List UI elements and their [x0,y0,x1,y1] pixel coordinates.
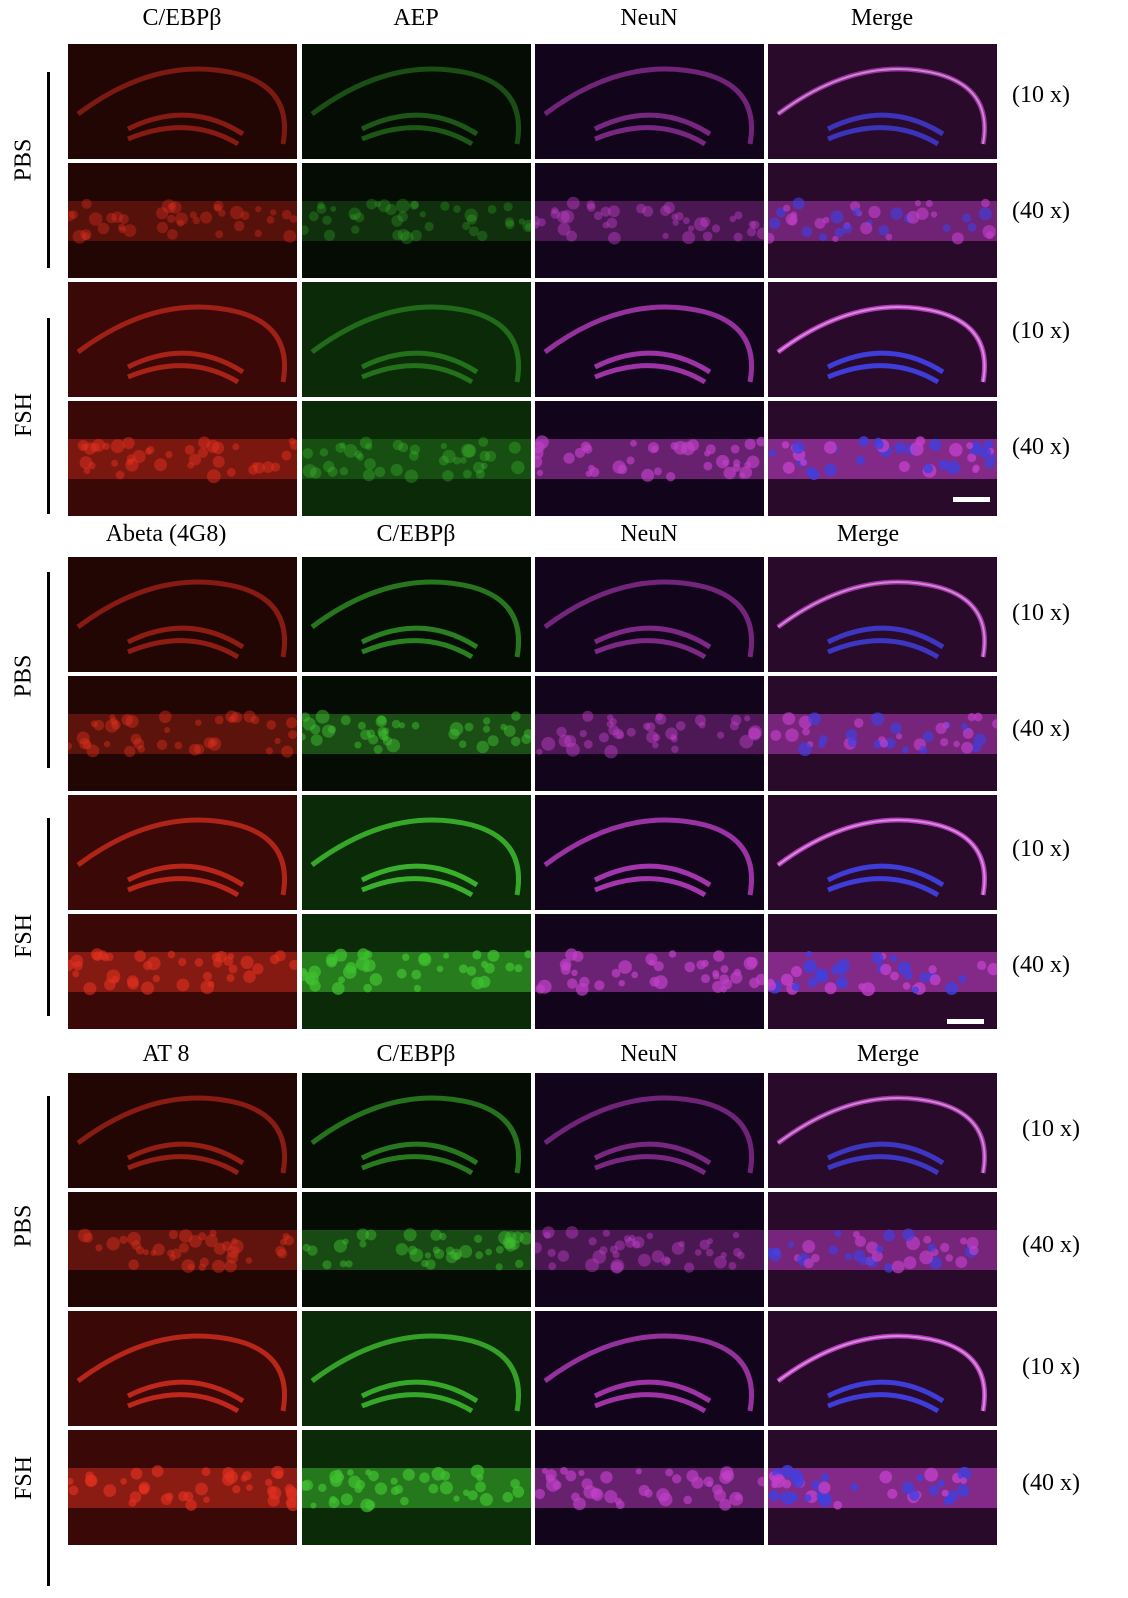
scale-bar [950,1557,987,1562]
micrograph-tile [68,795,297,910]
magnification-label: (10 x) [1012,318,1070,344]
micrograph-tile [535,914,764,1029]
micrograph-tile [302,1073,531,1188]
micrograph-tile [302,1430,531,1545]
group-label: PBS [10,654,37,698]
micrograph-tile [68,1192,297,1307]
magnification-label: (10 x) [1012,82,1070,108]
micrograph-tile [535,163,764,278]
micrograph-tile [768,1430,997,1545]
micrograph-tile [768,163,997,278]
micrograph-tile [302,1311,531,1426]
micrograph-tile [68,1311,297,1426]
micrograph-tile [68,676,297,791]
micrograph-tile [68,282,297,397]
column-header: Merge [850,5,914,31]
micrograph-tile [302,557,531,672]
group-bracket [47,818,50,1016]
micrograph-tile [535,676,764,791]
group-bracket [47,1346,50,1586]
micrograph-tile [535,795,764,910]
micrograph-tile [302,795,531,910]
column-header: Abeta (4G8) [105,521,227,547]
micrograph-tile [68,163,297,278]
micrograph-tile [68,557,297,672]
micrograph-tile [68,1073,297,1188]
micrograph-tile [302,401,531,516]
micrograph-tile [768,1073,997,1188]
micrograph-tile [68,44,297,159]
panel-abeta: Abeta (4G8) C/EBPβ NeuN Merge PBS FSH (1… [0,520,1128,1040]
micrograph-tile [768,1311,997,1426]
micrograph-tile [68,401,297,516]
group-label: PBS [10,1204,37,1248]
magnification-label: (10 x) [1022,1116,1080,1142]
scale-bar [947,1019,984,1024]
magnification-label: (40 x) [1022,1232,1080,1258]
column-header: C/EBPβ [376,521,456,547]
micrograph-tile [768,676,997,791]
magnification-label: (10 x) [1012,836,1070,862]
magnification-label: (40 x) [1012,434,1070,460]
micrograph-tile [302,676,531,791]
micrograph-tile [768,44,997,159]
micrograph-tile [535,44,764,159]
micrograph-tile [535,282,764,397]
group-label: PBS [10,138,37,182]
group-bracket [47,318,50,514]
group-label: FSH [11,913,38,959]
group-label: FSH [11,392,38,438]
micrograph-tile [768,557,997,672]
micrograph-tile [68,1430,297,1545]
micrograph-tile [535,1192,764,1307]
micrograph-tile [302,282,531,397]
magnification-label: (40 x) [1012,716,1070,742]
micrograph-tile [535,1311,764,1426]
micrograph-tile [535,401,764,516]
column-header: Merge [856,1041,920,1067]
column-header: AT 8 [142,1041,190,1067]
column-header: NeuN [620,1041,678,1067]
magnification-label: (10 x) [1022,1354,1080,1380]
micrograph-tile [768,914,997,1029]
group-label: FSH [11,1455,38,1501]
micrograph-tile [768,401,997,516]
micrograph-tile [68,914,297,1029]
micrograph-tile [302,44,531,159]
micrograph-tile [535,557,764,672]
panel-at8: AT 8 C/EBPβ NeuN Merge PBS FSH (10 x) (4… [0,1040,1128,1598]
micrograph-tile [535,1430,764,1545]
magnification-label: (40 x) [1012,952,1070,978]
column-header: NeuN [620,521,678,547]
micrograph-tile [768,282,997,397]
micrograph-tile [302,1192,531,1307]
micrograph-tile [768,795,997,910]
magnification-label: (10 x) [1012,600,1070,626]
micrograph-tile [535,1073,764,1188]
magnification-label: (40 x) [1012,198,1070,224]
scale-bar [953,497,990,502]
group-bracket [47,72,50,268]
column-header: C/EBPβ [142,5,222,31]
column-header: Merge [836,521,900,547]
magnification-label: (40 x) [1022,1470,1080,1496]
micrograph-tile [302,163,531,278]
column-header: AEP [393,5,439,31]
column-header: C/EBPβ [376,1041,456,1067]
column-header: NeuN [620,5,678,31]
micrograph-tile [768,1192,997,1307]
panel-aep: C/EBPβ AEP NeuN Merge PBS FSH (10 x) (40… [0,0,1128,520]
group-bracket [47,572,50,768]
micrograph-tile [302,914,531,1029]
group-bracket [47,1096,50,1346]
